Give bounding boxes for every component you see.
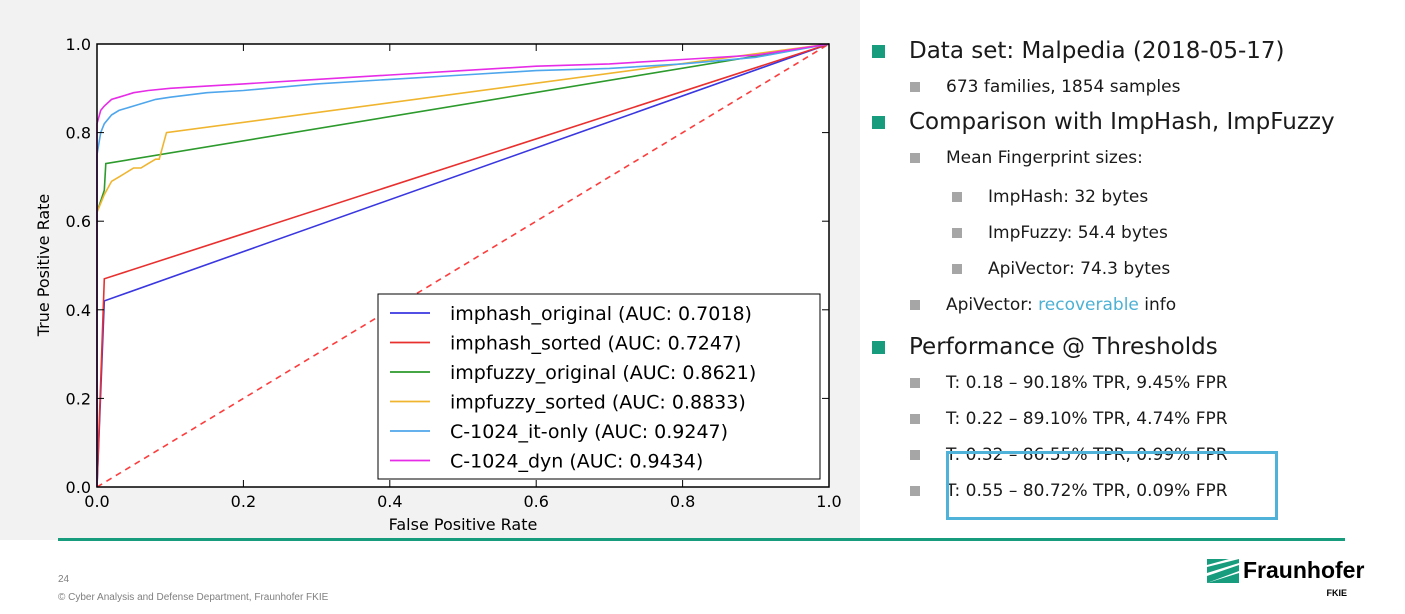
legend-entry: impfuzzy_original (AUC: 0.8621) <box>450 362 756 384</box>
series-line-4 <box>96 43 830 487</box>
legend-entry: C-1024_dyn (AUC: 0.9434) <box>450 451 703 473</box>
bullet-item-level1: Performance @ Thresholds <box>872 334 1218 360</box>
y-tick-label: 0.2 <box>66 389 91 408</box>
x-axis-label: False Positive Rate <box>389 515 538 534</box>
threshold-highlight-box <box>946 451 1278 520</box>
roc-chart: 0.0 0.2 0.4 0.6 0.8 1.0 0.0 0.2 0.4 0.6 0.8 1.0 Fal… <box>34 35 842 534</box>
x-tick-label: 0.8 <box>670 492 695 511</box>
bullet-text: T: 0.18 – 90.18% TPR, 9.45% FPR <box>946 373 1228 393</box>
bullet-square-icon <box>952 192 962 202</box>
bullet-item-level2: T: 0.18 – 90.18% TPR, 9.45% FPR <box>910 373 1228 393</box>
bullet-square-icon <box>952 264 962 274</box>
legend: imphash_original (AUC: 0.7018) imphash_so… <box>377 293 821 480</box>
bullet-item-level3: ApiVector: 74.3 bytes <box>952 259 1170 279</box>
bullet-item-level2: ApiVector: recoverable info <box>910 295 1176 315</box>
bullet-text-highlight: recoverable <box>1038 295 1139 315</box>
x-tick-label: 0.6 <box>523 492 548 511</box>
bullet-item-level2: Mean Fingerprint sizes: <box>910 148 1143 168</box>
y-tick-label: 1.0 <box>66 35 91 54</box>
y-axis-label: True Positive Rate <box>34 194 53 338</box>
series-line-3 <box>96 43 830 487</box>
legend-entry: imphash_original (AUC: 0.7018) <box>450 303 752 325</box>
bullet-item-level3: ImpHash: 32 bytes <box>952 187 1148 207</box>
bullet-text: T: 0.32 – 86.55% TPR, 0.99% FPR <box>946 445 1228 465</box>
bullet-text-before: ApiVector: <box>946 295 1039 315</box>
bullet-square-icon <box>910 378 920 388</box>
bullet-square-icon <box>952 228 962 238</box>
bullet-square-icon <box>910 450 920 460</box>
bullet-text: T: 0.22 – 89.10% TPR, 4.74% FPR <box>946 409 1228 429</box>
bullet-item-level2: T: 0.22 – 89.10% TPR, 4.74% FPR <box>910 409 1228 429</box>
fraunhofer-logo: Fraunhofer FKIE <box>1207 557 1364 607</box>
series-line-5 <box>96 43 830 487</box>
y-tick-label: 0.8 <box>66 124 91 143</box>
bullet-text: Mean Fingerprint sizes: <box>946 148 1143 168</box>
bullet-text-after: info <box>1138 295 1177 315</box>
fraunhofer-logo-mark-icon <box>1207 559 1239 583</box>
bullet-square-icon <box>910 153 920 163</box>
chart-area: 0.0 0.2 0.4 0.6 0.8 1.0 0.0 0.2 0.4 0.6 0.8 1.0 Fal… <box>0 0 860 540</box>
page-number: 24 <box>58 574 70 585</box>
bullet-text: ApiVector: recoverable info <box>946 295 1176 315</box>
bullet-text: ApiVector: 74.3 bytes <box>988 259 1171 279</box>
bullet-text: ImpFuzzy: 54.4 bytes <box>988 223 1168 243</box>
logo-institute: FKIE <box>1326 588 1347 598</box>
plot-frame <box>96 43 830 488</box>
series-line-1 <box>96 43 830 488</box>
bullet-square-icon <box>872 44 885 58</box>
x-tick-label: 1.0 <box>816 492 841 511</box>
footer-copyright: © Cyber Analysis and Defense Department,… <box>58 592 329 603</box>
bullet-item-level1: Data set: Malpedia (2018-05-17) <box>872 38 1285 64</box>
bullet-square-icon <box>872 115 885 129</box>
bullet-item-level2: T: 0.32 – 86.55% TPR, 0.99% FPR <box>910 445 1228 465</box>
y-tick-label: 0.6 <box>66 212 91 231</box>
x-tick-label: 0.4 <box>377 492 402 511</box>
bullet-square-icon <box>910 82 920 92</box>
bullet-item-level3: ImpFuzzy: 54.4 bytes <box>952 223 1168 243</box>
legend-entry: impfuzzy_sorted (AUC: 0.8833) <box>450 392 746 414</box>
x-tick-label: 0.0 <box>84 492 109 511</box>
logo-wordmark: Fraunhofer <box>1243 557 1365 583</box>
bullet-text: T: 0.55 – 80.72% TPR, 0.09% FPR <box>946 481 1228 501</box>
y-tick-label: 0.4 <box>66 301 91 320</box>
bullet-square-icon <box>910 486 920 496</box>
bullet-square-icon <box>910 300 920 310</box>
bullet-text: ImpHash: 32 bytes <box>988 187 1149 207</box>
bullet-text: Comparison with ImpHash, ImpFuzzy <box>909 109 1335 135</box>
bullet-item-level2: T: 0.55 – 80.72% TPR, 0.09% FPR <box>910 481 1228 501</box>
bullet-text: Data set: Malpedia (2018-05-17) <box>909 38 1285 64</box>
x-tick-label: 0.2 <box>231 492 256 511</box>
bullet-text: 673 families, 1854 samples <box>946 77 1181 97</box>
bullet-square-icon <box>910 414 920 424</box>
legend-box <box>377 293 821 480</box>
bullet-square-icon <box>872 340 885 354</box>
bullet-item-level1: Comparison with ImpHash, ImpFuzzy <box>872 109 1335 135</box>
legend-entry: C-1024_it-only (AUC: 0.9247) <box>450 421 728 443</box>
footer-divider <box>58 538 1345 541</box>
legend-entry: imphash_sorted (AUC: 0.7247) <box>450 333 741 355</box>
y-tick-label: 0.0 <box>66 478 91 497</box>
bullet-item-level2: 673 families, 1854 samples <box>910 77 1180 97</box>
bullet-text: Performance @ Thresholds <box>909 334 1218 360</box>
